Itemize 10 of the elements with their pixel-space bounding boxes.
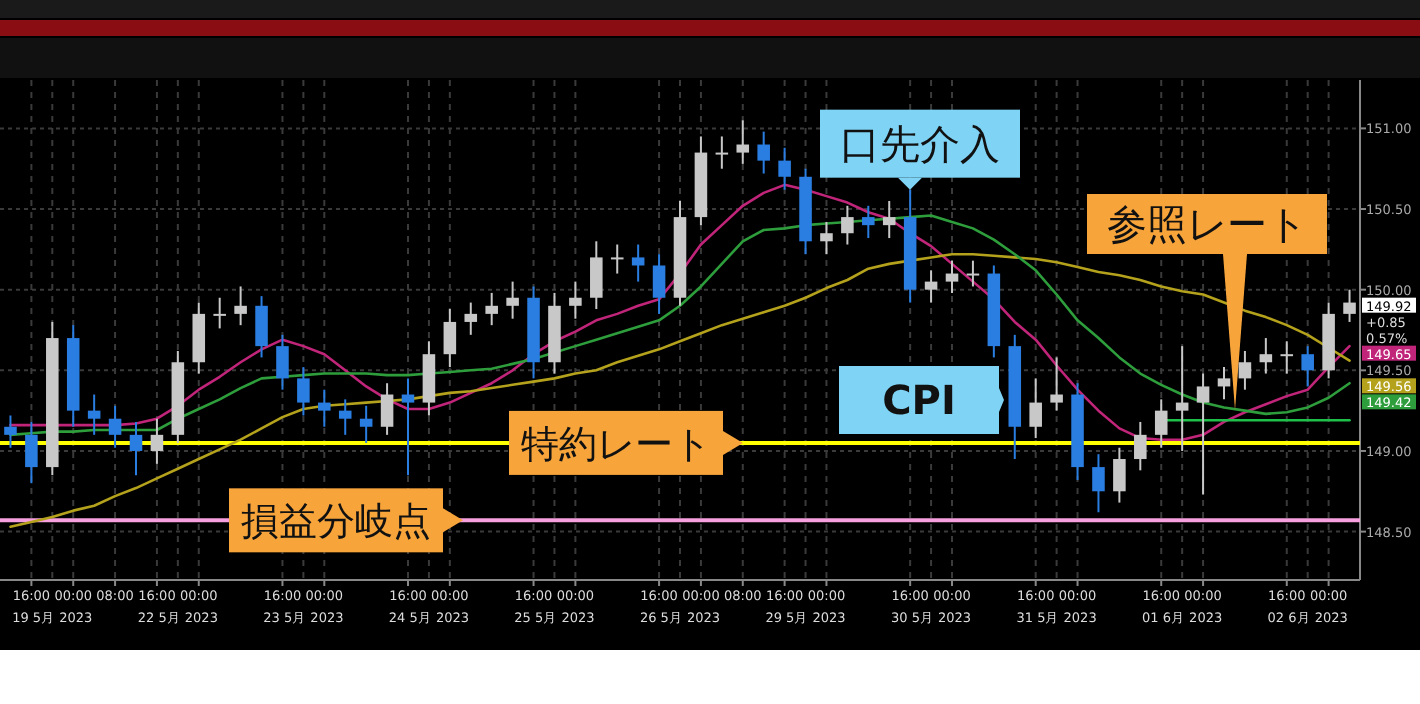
ref-line-label: 損益分岐点 [241, 500, 431, 545]
annotation: 口先介入 [840, 119, 1000, 168]
ref-label: 特約レート [509, 410, 743, 475]
callout: 参照レート [1087, 194, 1327, 410]
annotation: CPI [882, 376, 956, 424]
ref-label: 損益分岐点 [229, 488, 463, 553]
annotation: 参照レート [1107, 200, 1307, 248]
callout: 口先介入 [820, 109, 1020, 190]
callout: CPI [839, 366, 1004, 434]
ref-line-label: 特約レート [521, 422, 711, 467]
